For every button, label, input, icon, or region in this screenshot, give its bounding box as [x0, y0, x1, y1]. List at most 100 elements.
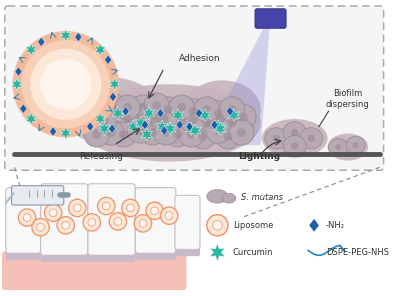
Ellipse shape	[206, 118, 231, 143]
Ellipse shape	[140, 120, 165, 145]
Ellipse shape	[84, 107, 109, 132]
Ellipse shape	[154, 120, 179, 145]
Ellipse shape	[265, 128, 288, 149]
Polygon shape	[161, 126, 168, 136]
Circle shape	[202, 105, 211, 114]
Ellipse shape	[219, 110, 244, 136]
Polygon shape	[186, 122, 197, 136]
Polygon shape	[60, 127, 71, 139]
Ellipse shape	[328, 138, 348, 156]
Circle shape	[49, 209, 57, 217]
Ellipse shape	[63, 78, 160, 145]
Polygon shape	[172, 108, 184, 122]
Circle shape	[308, 135, 315, 142]
Text: -NH₂: -NH₂	[326, 221, 345, 230]
Polygon shape	[109, 78, 120, 91]
Ellipse shape	[181, 108, 206, 133]
Circle shape	[214, 109, 223, 118]
Text: DSPE-PEG-NHS: DSPE-PEG-NHS	[326, 248, 389, 257]
Ellipse shape	[181, 99, 206, 124]
Circle shape	[152, 115, 161, 123]
Circle shape	[74, 204, 81, 212]
Polygon shape	[156, 120, 168, 133]
FancyBboxPatch shape	[2, 251, 186, 290]
Circle shape	[165, 212, 173, 220]
Ellipse shape	[231, 104, 256, 130]
Polygon shape	[211, 120, 218, 130]
Circle shape	[44, 204, 62, 221]
Circle shape	[136, 126, 144, 135]
Polygon shape	[157, 108, 164, 118]
FancyBboxPatch shape	[175, 195, 200, 250]
Circle shape	[114, 218, 122, 225]
Ellipse shape	[206, 101, 231, 126]
Circle shape	[273, 135, 280, 142]
Circle shape	[88, 218, 96, 226]
Circle shape	[18, 209, 36, 226]
Circle shape	[98, 197, 115, 215]
Circle shape	[212, 221, 222, 230]
Polygon shape	[50, 127, 57, 136]
Ellipse shape	[144, 93, 169, 118]
Text: Biofilm
dispersing: Biofilm dispersing	[326, 89, 370, 109]
Circle shape	[335, 144, 341, 150]
Circle shape	[228, 118, 236, 127]
Polygon shape	[199, 108, 211, 122]
Polygon shape	[104, 55, 112, 65]
Polygon shape	[26, 43, 37, 56]
Polygon shape	[122, 107, 129, 116]
Circle shape	[139, 220, 147, 227]
Circle shape	[214, 126, 223, 135]
Circle shape	[102, 202, 110, 210]
Ellipse shape	[128, 118, 153, 143]
Circle shape	[148, 128, 157, 137]
Polygon shape	[75, 32, 82, 42]
Polygon shape	[11, 78, 22, 91]
Ellipse shape	[100, 93, 125, 118]
Ellipse shape	[84, 122, 109, 147]
Ellipse shape	[300, 128, 323, 149]
Circle shape	[160, 207, 178, 224]
Ellipse shape	[184, 80, 261, 138]
Circle shape	[216, 115, 225, 123]
Ellipse shape	[128, 104, 153, 130]
Circle shape	[164, 105, 172, 114]
FancyBboxPatch shape	[5, 6, 384, 170]
Ellipse shape	[207, 189, 228, 203]
Polygon shape	[228, 108, 240, 122]
Polygon shape	[128, 120, 139, 133]
Ellipse shape	[98, 120, 124, 145]
FancyBboxPatch shape	[135, 188, 176, 253]
Ellipse shape	[130, 95, 156, 120]
Polygon shape	[20, 104, 27, 113]
Polygon shape	[112, 107, 124, 120]
Circle shape	[40, 59, 91, 110]
FancyBboxPatch shape	[40, 184, 88, 255]
Circle shape	[123, 103, 132, 112]
Circle shape	[136, 113, 144, 121]
Circle shape	[228, 105, 236, 114]
Polygon shape	[203, 15, 270, 145]
Polygon shape	[86, 122, 94, 131]
Circle shape	[37, 223, 44, 231]
Circle shape	[224, 132, 232, 141]
Polygon shape	[210, 244, 225, 261]
Text: S. mutans: S. mutans	[241, 193, 283, 202]
Circle shape	[187, 130, 196, 139]
Polygon shape	[196, 108, 203, 118]
Polygon shape	[26, 112, 37, 125]
Circle shape	[108, 101, 116, 110]
Circle shape	[100, 117, 109, 125]
Circle shape	[207, 215, 228, 236]
FancyBboxPatch shape	[88, 184, 135, 255]
Ellipse shape	[156, 97, 181, 122]
Circle shape	[119, 130, 128, 139]
Circle shape	[32, 218, 49, 236]
Ellipse shape	[229, 120, 254, 145]
Ellipse shape	[165, 122, 190, 147]
Text: Adhesion: Adhesion	[179, 54, 220, 63]
Circle shape	[198, 132, 207, 141]
Ellipse shape	[194, 97, 219, 122]
Polygon shape	[38, 37, 45, 47]
Polygon shape	[186, 122, 193, 132]
